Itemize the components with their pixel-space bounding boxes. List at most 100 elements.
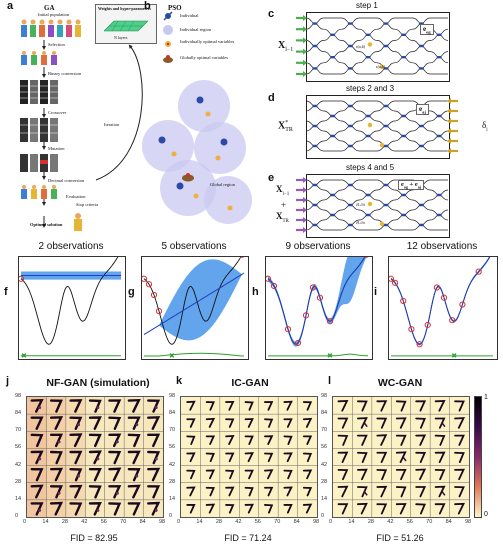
digit-seven xyxy=(302,469,313,480)
y-tick-label: 98 xyxy=(169,393,176,399)
digit-noise xyxy=(402,456,407,462)
y-tick-label: 14 xyxy=(321,495,328,502)
observation-point xyxy=(459,301,466,308)
observation-point xyxy=(433,284,441,291)
digit-seven xyxy=(88,502,102,516)
waveguide xyxy=(305,204,449,216)
y-tick-label: 0 xyxy=(169,513,173,519)
weights-box: Weights and hyper-parameters N layers xyxy=(95,4,157,44)
y-tick-label: 98 xyxy=(321,393,328,399)
digit-seven xyxy=(127,450,141,465)
digit-seven xyxy=(225,486,235,497)
phase-shifter xyxy=(312,183,318,187)
digit-seven xyxy=(356,486,368,498)
y-tick-label: 70 xyxy=(15,427,22,434)
step23-output-sub: aj xyxy=(422,109,426,115)
step1-eps-a: ε(a,b) xyxy=(356,44,366,49)
phase-shifter xyxy=(383,67,389,70)
digit-seven xyxy=(205,435,216,445)
ga-new-population xyxy=(21,185,57,199)
phase-shifter xyxy=(436,114,442,118)
step45-output-box: eog + eaj xyxy=(398,180,425,191)
phase-shifter xyxy=(436,134,442,138)
panel-label-g: g xyxy=(128,286,135,298)
digit-seven xyxy=(337,468,349,481)
obs-title-2: 2 observations xyxy=(38,241,104,252)
x-tick-label: 70 xyxy=(274,519,281,525)
waveguide xyxy=(305,34,449,47)
digit-seven xyxy=(434,417,446,429)
x-tick-label: 56 xyxy=(100,519,107,525)
obs-plot-2-svg: ✖ xyxy=(19,257,121,359)
phase-shifter xyxy=(401,193,407,197)
y-tick-label: 42 xyxy=(321,461,328,468)
y-tick-label: 28 xyxy=(321,478,328,485)
colorbar-max: 1 xyxy=(484,394,488,401)
obs-plot-5-svg: ✖ xyxy=(142,257,245,359)
phase-shifter xyxy=(418,124,424,128)
phase-shifter xyxy=(383,44,389,48)
digit-seven xyxy=(108,433,122,448)
x-tick-label: 84 xyxy=(445,519,452,525)
digit-seven xyxy=(244,503,254,514)
probe-point xyxy=(367,42,373,47)
y-tick-label: 0 xyxy=(15,513,19,519)
digit-noise xyxy=(38,406,42,409)
next-sample-marker: ✖ xyxy=(169,352,175,359)
phase-shifter xyxy=(418,203,424,207)
back-arrowhead xyxy=(447,108,451,114)
digit-seven xyxy=(434,485,446,498)
digit-noise xyxy=(57,440,61,444)
observation-point xyxy=(440,294,448,301)
back-arrowhead xyxy=(447,118,451,124)
input-arrowhead xyxy=(303,48,307,55)
step45-output-symbol: e xyxy=(401,181,404,188)
step23-output-symbol: e xyxy=(419,105,423,113)
waveguide xyxy=(305,214,449,226)
step1-output-sub: og xyxy=(426,29,431,35)
step23-input-label: X*TR xyxy=(278,120,293,133)
digit-seven xyxy=(337,485,349,498)
ga-selection: Selection xyxy=(48,42,65,47)
individual-icon xyxy=(163,11,173,21)
gan-title-wc: WC-GAN xyxy=(377,377,423,389)
digit-seven xyxy=(376,468,388,481)
digit-seven xyxy=(108,467,122,482)
pso-individual: Individual xyxy=(180,13,199,18)
obs-plot-9: ✖ xyxy=(265,256,373,360)
digit-seven xyxy=(49,399,63,413)
phase-shifter xyxy=(330,213,336,217)
gan-grid-ic xyxy=(180,396,318,518)
digit-seven xyxy=(395,434,407,446)
x-tick-label: 28 xyxy=(367,519,374,525)
obs-plot-9-svg: ✖ xyxy=(266,257,369,359)
waveguide xyxy=(305,145,448,152)
y-tick-label: 84 xyxy=(321,410,328,417)
digit-seven xyxy=(186,435,196,445)
interferometer-meshes xyxy=(296,15,458,233)
optimal-figure xyxy=(74,213,82,231)
digit-seven xyxy=(434,399,446,412)
digit-noise xyxy=(57,491,61,495)
step45-output-sub: og xyxy=(403,184,408,190)
probe-point xyxy=(379,64,385,70)
phase-shifter xyxy=(312,104,318,108)
ga-decimal: Decimal conversion xyxy=(48,178,85,183)
step1-box xyxy=(306,12,450,82)
observation-point xyxy=(145,281,153,288)
phase-shifter xyxy=(312,22,318,25)
phase-shifter xyxy=(312,144,318,148)
x-tick-label: 42 xyxy=(235,519,242,525)
phase-shifter xyxy=(365,213,371,217)
x-tick-label: 70 xyxy=(120,519,127,525)
panel-label-i: i xyxy=(374,286,378,298)
phase-shifter xyxy=(436,213,442,217)
step1-input-symbol: X xyxy=(278,40,286,51)
observation-point xyxy=(400,297,407,304)
digit-noise xyxy=(96,457,100,461)
digit-seven xyxy=(127,433,141,448)
digit-seven xyxy=(244,452,254,463)
step45-box xyxy=(306,174,450,238)
phase-shifter xyxy=(365,193,371,197)
back-arrowhead xyxy=(447,98,451,104)
